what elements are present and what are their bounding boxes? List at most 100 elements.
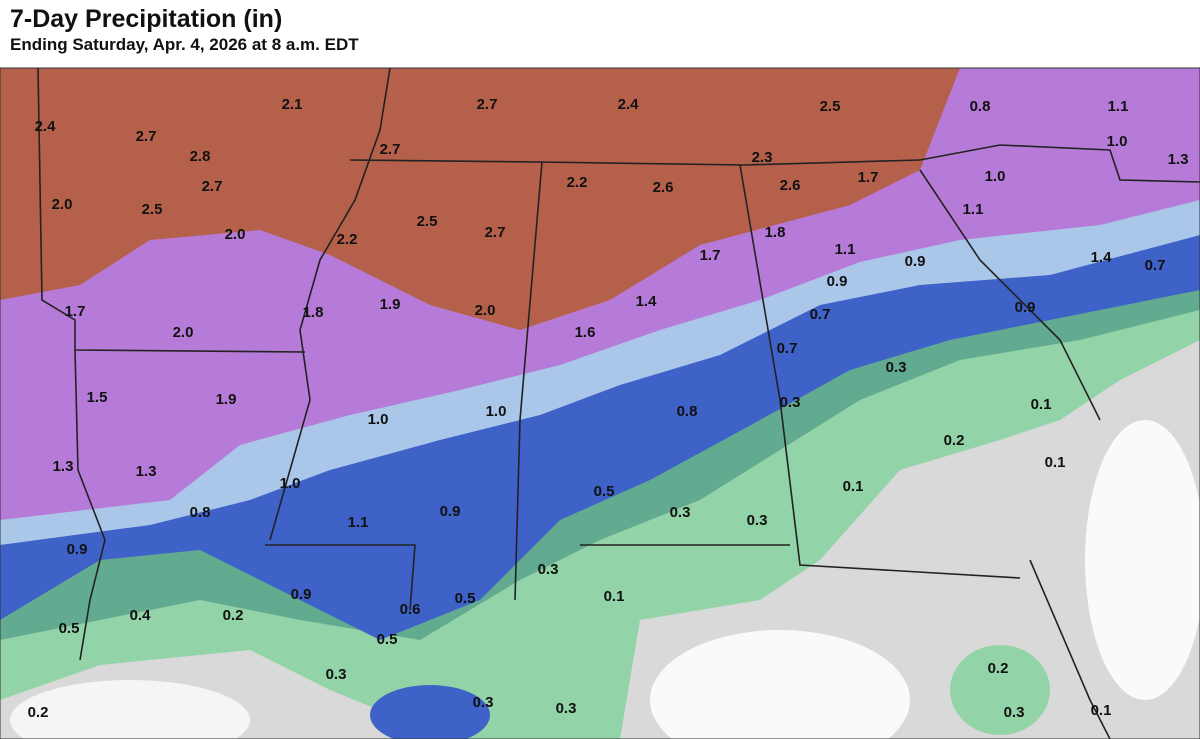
precip-label: 0.1	[843, 478, 864, 495]
river	[269, 67, 391, 541]
dry-area	[10, 680, 250, 739]
dry-area	[1085, 420, 1200, 700]
blue-area	[370, 685, 490, 739]
dry-area	[650, 630, 910, 739]
precip-label: 1.1	[835, 241, 856, 258]
precip-label: 1.7	[65, 303, 86, 320]
precip-label: 0.1	[1045, 454, 1066, 471]
state-line	[37, 67, 306, 353]
precip-label: 1.8	[303, 304, 324, 321]
brown-layer	[0, 68, 960, 330]
precip-label: 1.9	[216, 391, 237, 408]
state-line	[265, 544, 416, 611]
precip-label: 0.9	[67, 541, 88, 558]
precip-label: 0.8	[970, 98, 991, 115]
precip-label: 1.3	[1168, 151, 1189, 168]
precip-label: 0.3	[538, 561, 559, 578]
precip-label: 2.0	[173, 324, 194, 341]
precip-label: 2.4	[618, 96, 640, 113]
precip-label: 0.5	[594, 483, 615, 500]
precip-label: 0.3	[326, 666, 347, 683]
precip-label: 0.9	[291, 586, 312, 603]
precip-label: 2.7	[485, 224, 506, 241]
precip-label: 0.9	[827, 273, 848, 290]
precip-label: 1.6	[575, 324, 596, 341]
precip-label: 1.9	[380, 296, 401, 313]
precip-label: 0.2	[988, 660, 1009, 677]
precip-label: 0.7	[1145, 257, 1166, 274]
precip-label: 2.6	[653, 179, 674, 196]
map-title: 7-Day Precipitation (in)	[10, 5, 283, 33]
precip-label: 1.0	[486, 403, 507, 420]
green-area	[950, 645, 1050, 735]
precip-label: 2.2	[567, 174, 588, 191]
precip-label: 1.3	[53, 458, 74, 475]
precip-label: 2.0	[475, 302, 496, 319]
header: 7-Day Precipitation (in) Ending Saturday…	[10, 4, 359, 56]
state-line	[349, 159, 921, 166]
precip-label: 0.3	[1004, 704, 1025, 721]
precip-label: 0.3	[886, 359, 907, 376]
precip-label: 2.5	[142, 201, 163, 218]
precip-label: 0.2	[223, 607, 244, 624]
state-lines	[37, 67, 1200, 739]
precip-label: 2.4	[35, 118, 57, 135]
precip-label: 2.0	[52, 196, 73, 213]
precip-label: 0.9	[905, 253, 926, 270]
precip-label: 1.0	[368, 411, 389, 428]
precip-label: 0.4	[130, 607, 152, 624]
precip-label: 0.7	[810, 306, 831, 323]
precip-label: 1.0	[280, 475, 301, 492]
precip-label: 1.7	[858, 169, 879, 186]
precip-field	[0, 68, 1200, 739]
precip-label: 2.7	[380, 141, 401, 158]
precip-label: 0.2	[28, 704, 49, 721]
precip-label: 0.1	[604, 588, 625, 605]
precip-label: 0.3	[747, 512, 768, 529]
precip-label: 1.1	[963, 201, 984, 218]
map-subtitle: Ending Saturday, Apr. 4, 2026 at 8 a.m. …	[10, 35, 359, 54]
precip-label: 2.7	[202, 178, 223, 195]
precip-label: 0.3	[670, 504, 691, 521]
precip-label: 1.1	[1108, 98, 1129, 115]
precip-label: 2.7	[136, 128, 157, 145]
precip-label: 0.6	[400, 601, 421, 618]
label-layer: 2.4 2.1 2.7 2.4 2.5 0.8 1.1 2.7 2.7 1.0 2.8 2.3 1.3 2…	[28, 96, 1189, 721]
precip-label: 1.5	[87, 389, 108, 406]
precip-label: 2.2	[337, 231, 358, 248]
precip-label: 2.5	[417, 213, 438, 230]
precip-label: 2.6	[780, 177, 801, 194]
state-line	[1029, 559, 1111, 739]
precip-label: 1.8	[765, 224, 786, 241]
precip-label: 0.1	[1031, 396, 1052, 413]
state-line	[739, 164, 1021, 579]
precip-label: 2.0	[225, 226, 246, 243]
precip-label: 0.8	[677, 403, 698, 420]
precip-label: 0.3	[780, 394, 801, 411]
precip-label: 1.4	[636, 293, 658, 310]
state-line	[919, 144, 1200, 183]
precip-label: 0.3	[556, 700, 577, 717]
precip-label: 0.7	[777, 340, 798, 357]
precip-label: 2.7	[477, 96, 498, 113]
state-line	[514, 161, 543, 601]
precip-label: 0.1	[1091, 702, 1112, 719]
state-line	[74, 349, 106, 661]
precip-label: 1.0	[985, 168, 1006, 185]
precip-label: 2.3	[752, 149, 773, 166]
precip-label: 0.5	[377, 631, 398, 648]
precip-label: 0.5	[59, 620, 80, 637]
precip-label: 0.9	[440, 503, 461, 520]
state-line	[919, 169, 1101, 421]
precip-label: 0.8	[190, 504, 211, 521]
map-frame	[0, 67, 1200, 739]
precip-label: 0.9	[1015, 299, 1036, 316]
precip-label: 1.4	[1091, 249, 1113, 266]
precip-label: 0.5	[455, 590, 476, 607]
precip-label: 0.3	[473, 694, 494, 711]
precip-label: 2.1	[282, 96, 303, 113]
precip-label: 1.1	[348, 514, 369, 531]
precip-label: 0.2	[944, 432, 965, 449]
precip-label: 1.7	[700, 247, 721, 264]
